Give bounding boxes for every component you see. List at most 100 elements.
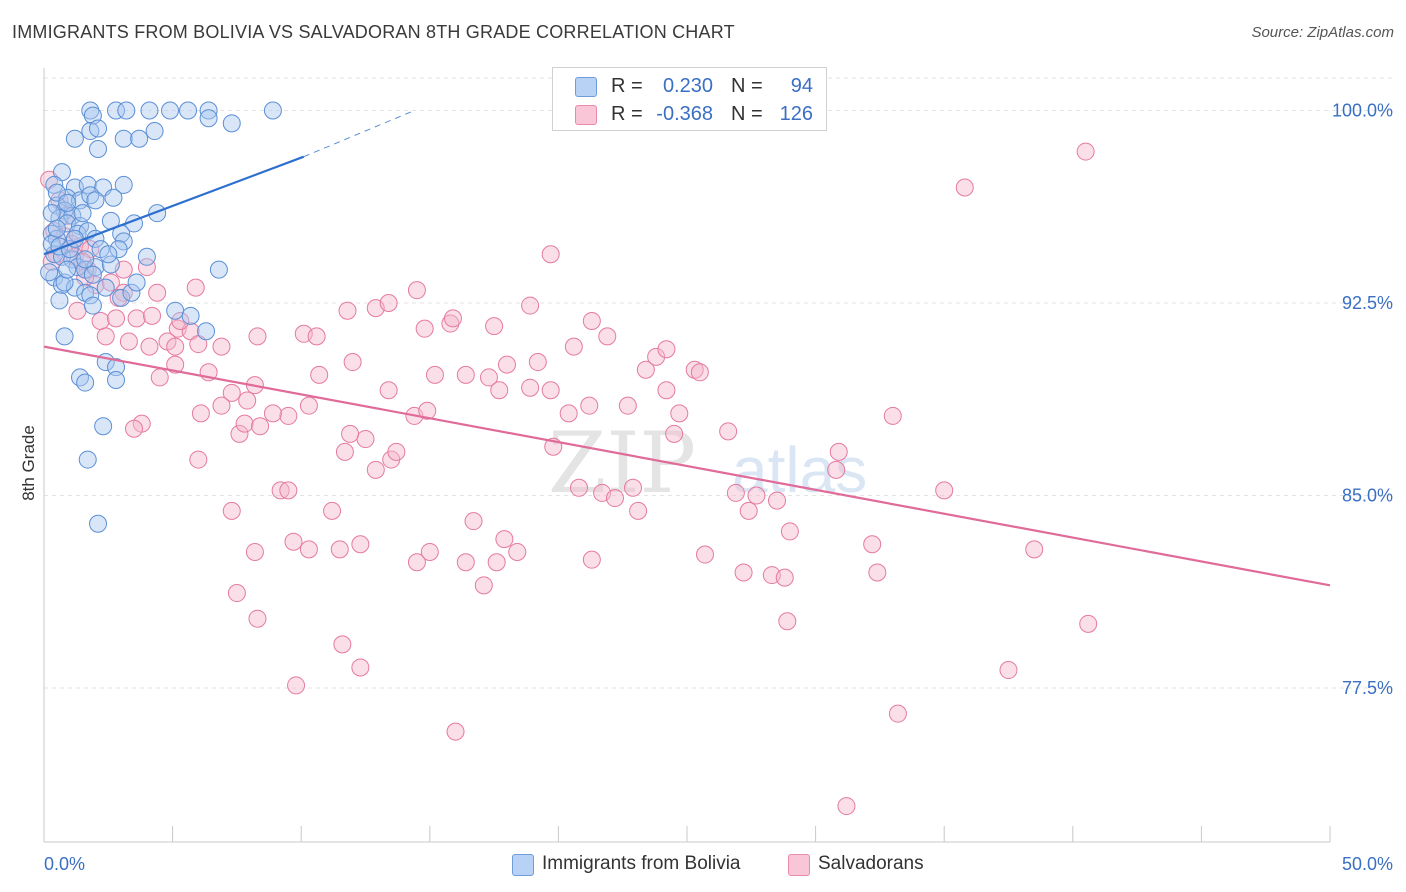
salvadoran-point bbox=[171, 311, 190, 330]
bolivia-point bbox=[197, 322, 216, 341]
salvadoran-point bbox=[150, 368, 169, 387]
legend-n-value: 94 bbox=[790, 75, 813, 97]
salvadoran-point bbox=[1076, 142, 1095, 161]
salvadoran-point bbox=[251, 417, 270, 436]
salvadoran-point bbox=[310, 365, 329, 384]
bolivia-point bbox=[114, 175, 133, 194]
salvadoran-point bbox=[343, 353, 362, 372]
bolivia-point bbox=[83, 265, 102, 284]
bolivia-point bbox=[114, 129, 133, 148]
salvadoran-point bbox=[690, 363, 709, 382]
legend-n-label: N = bbox=[731, 103, 763, 125]
bolivia-point bbox=[112, 288, 131, 307]
salvadoran-point bbox=[191, 404, 210, 423]
bolivia-point bbox=[199, 101, 218, 120]
salvadoran-point bbox=[582, 550, 601, 569]
x-tick-label: 0.0% bbox=[44, 854, 85, 874]
salvadoran-point bbox=[868, 563, 887, 582]
salvadoran-point bbox=[474, 576, 493, 595]
salvadoran-point bbox=[333, 635, 352, 654]
y-tick-label: 77.5% bbox=[1342, 678, 1393, 698]
y-tick-label: 92.5% bbox=[1342, 293, 1393, 313]
series-legend-label: Salvadorans bbox=[818, 853, 924, 874]
bolivia-point bbox=[145, 122, 164, 141]
salvadoran-point bbox=[657, 340, 676, 359]
salvadoran-point bbox=[657, 381, 676, 400]
bolivia-point bbox=[109, 240, 128, 259]
salvadoran-point bbox=[379, 294, 398, 312]
salvadoran-point bbox=[263, 404, 282, 423]
x-tick-label: 50.0% bbox=[1342, 854, 1393, 874]
salvadoran-point bbox=[91, 311, 110, 330]
salvadoran-point bbox=[330, 540, 349, 559]
legend-r-value: -0.368 bbox=[656, 103, 713, 125]
salvadoran-point bbox=[425, 365, 444, 384]
salvadoran-point bbox=[670, 404, 689, 423]
salvadoran-point bbox=[418, 401, 437, 420]
salvadoran-point bbox=[829, 442, 848, 461]
bolivia-point bbox=[179, 101, 198, 120]
bolivia-point bbox=[107, 358, 126, 377]
bolivia-point bbox=[199, 109, 218, 128]
bolivia-point bbox=[89, 119, 108, 138]
salvadoran-point bbox=[279, 481, 298, 500]
salvadoran-point bbox=[96, 327, 115, 346]
salvadoran-point bbox=[279, 406, 298, 425]
bolivia-point bbox=[81, 186, 100, 205]
bolivia-point bbox=[140, 101, 159, 120]
salvadoran-point bbox=[245, 542, 264, 561]
bolivia-point bbox=[58, 193, 77, 212]
salvadoran-point bbox=[768, 491, 787, 510]
legend-swatch-blue bbox=[575, 77, 597, 97]
salvadoran-point bbox=[271, 481, 290, 500]
bolivia-point bbox=[96, 278, 115, 297]
salvadoran-point bbox=[497, 355, 516, 374]
salvadoran-point bbox=[528, 353, 547, 372]
x-tick-labels: 0.0% 50.0% bbox=[44, 854, 1393, 874]
salvadoran-point bbox=[166, 355, 185, 374]
bolivia-point bbox=[161, 101, 180, 120]
bolivia-point bbox=[94, 417, 113, 436]
bolivia-point bbox=[81, 101, 100, 120]
salvadoran-point bbox=[189, 450, 208, 469]
salvadoran-point bbox=[284, 532, 303, 551]
salvadoran-point bbox=[719, 422, 738, 441]
bolivia-point bbox=[209, 260, 228, 279]
bolivia-point bbox=[78, 175, 97, 194]
salvadoran-point bbox=[443, 309, 462, 328]
salvadoran-point bbox=[125, 419, 144, 438]
bolivia-point bbox=[222, 114, 241, 133]
bolivia-points bbox=[40, 101, 282, 533]
salvadoran-point bbox=[299, 396, 318, 415]
salvadoran-point bbox=[356, 430, 375, 449]
salvadoran-point bbox=[148, 283, 167, 302]
series-legend: Immigrants from Bolivia Salvadorans bbox=[0, 852, 1406, 878]
salvadoran-point bbox=[780, 522, 799, 541]
bolivia-point bbox=[81, 286, 100, 305]
bolivia-point bbox=[127, 273, 146, 292]
salvadoran-point bbox=[307, 327, 326, 346]
salvadoran-point bbox=[665, 424, 684, 443]
salvadoran-point bbox=[685, 360, 704, 379]
salvadoran-point bbox=[580, 396, 599, 415]
salvadoran-point bbox=[490, 381, 509, 400]
salvadoran-point bbox=[287, 676, 306, 695]
salvadoran-point bbox=[248, 327, 267, 346]
salvadoran-point bbox=[166, 337, 185, 356]
salvadoran-point bbox=[456, 553, 475, 572]
salvadoran-point bbox=[541, 245, 560, 264]
y-tick-labels: 100.0% 92.5% 85.0% 77.5% bbox=[1332, 101, 1393, 699]
salvadoran-point bbox=[366, 460, 385, 479]
trend-lines bbox=[43, 110, 1331, 587]
salvadoran-point bbox=[734, 563, 753, 582]
bolivia-point bbox=[83, 296, 102, 315]
legend-row-salvadorans: R = -0.368 N = 126 bbox=[553, 100, 826, 128]
salvadoran-point bbox=[508, 542, 527, 561]
bolivia-point bbox=[166, 301, 185, 320]
bolivia-point bbox=[60, 240, 79, 259]
correlation-legend: R = 0.230 N = 94 R = -0.368 N = 126 bbox=[552, 67, 827, 131]
salvadoran-point bbox=[955, 178, 974, 197]
salvadoran-point bbox=[387, 442, 406, 461]
salvadoran-point bbox=[415, 319, 434, 338]
salvadoran-point bbox=[541, 381, 560, 400]
